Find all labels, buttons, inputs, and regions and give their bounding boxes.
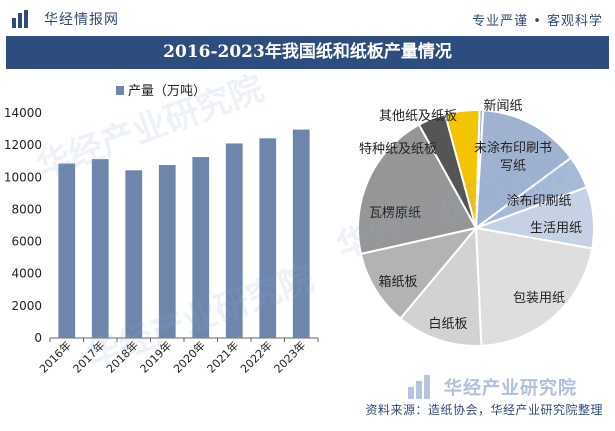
brand-logo: 华经情报网 xyxy=(12,9,119,29)
pie-label: 特种纸及纸板 xyxy=(359,142,437,157)
pie-label: 生活用纸 xyxy=(530,221,582,236)
brand-name: 华经情报网 xyxy=(44,12,119,28)
x-tick-label: 2023年 xyxy=(271,338,308,375)
footer-brand: 华经产业研究院 xyxy=(408,372,608,402)
x-tick-label: 2017年 xyxy=(70,338,107,375)
chart-title: 2016-2023年我国纸和纸板产量情况 xyxy=(163,42,452,62)
x-tick-label: 2022年 xyxy=(237,338,274,375)
legend-label: 产量（万吨） xyxy=(128,84,206,99)
y-tick-label: 0 xyxy=(34,331,42,345)
legend-swatch xyxy=(116,86,124,95)
pie-label: 新闻纸 xyxy=(483,98,522,114)
bar xyxy=(192,157,210,338)
source-note: 资料来源：造纸协会，华经产业研究院整理 xyxy=(365,403,603,417)
pie-slice xyxy=(443,109,481,229)
x-tick-label: 2020年 xyxy=(170,338,207,375)
x-tick-label: 2019年 xyxy=(137,338,174,375)
pie-label: 瓦楞原纸 xyxy=(369,206,421,221)
pie-label: 白纸板 xyxy=(428,316,467,332)
y-tick-label: 2000 xyxy=(11,299,42,313)
pie-slice xyxy=(398,225,483,347)
pie-label: 箱纸板 xyxy=(378,274,417,290)
pie-label: 未涂布印刷书 xyxy=(474,140,552,156)
bar xyxy=(225,143,243,338)
pie-label: 包装用纸 xyxy=(513,291,565,306)
y-tick-label: 6000 xyxy=(11,235,42,249)
brand-slogan: 专业严谨 • 客观科学 xyxy=(472,14,603,29)
pie-label: 其他纸及纸板 xyxy=(379,109,457,124)
bar-chart-icon xyxy=(12,10,38,28)
top-bar: 华经情报网 专业严谨 • 客观科学 xyxy=(0,0,615,36)
pie-label: 涂布印刷纸 xyxy=(506,193,571,209)
pie-slice xyxy=(474,226,594,347)
y-tick-label: 10000 xyxy=(4,170,42,184)
y-tick-label: 4000 xyxy=(11,267,42,281)
bar xyxy=(58,163,76,338)
pie-slice xyxy=(474,109,573,231)
bar-chart-icon xyxy=(408,375,438,399)
bar xyxy=(259,138,277,338)
y-tick-label: 12000 xyxy=(4,138,42,152)
x-tick-label: 2016年 xyxy=(36,338,73,375)
bar xyxy=(158,164,176,338)
chart-area: 华经产业研究院 华经产业研究院 华经产业研究院 产量（万吨）0200040006… xyxy=(0,68,615,400)
y-tick-label: 8000 xyxy=(11,202,42,216)
pie-slice xyxy=(357,123,478,256)
bar xyxy=(292,129,310,338)
y-tick-label: 14000 xyxy=(4,106,42,120)
x-tick-label: 2018年 xyxy=(103,338,140,375)
bar xyxy=(91,159,109,338)
bar xyxy=(125,170,143,338)
footer-brand-name: 华经产业研究院 xyxy=(444,378,577,399)
pie-label: 写纸 xyxy=(500,159,526,174)
chart-svg: 产量（万吨） 0 2000 4000 6000 8000 10000 12000 14000 20… xyxy=(4,84,595,376)
pie-slice xyxy=(359,226,479,320)
x-tick-label: 2021年 xyxy=(204,338,241,375)
title-bar: 2016-2023年我国纸和纸板产量情况 xyxy=(6,36,609,69)
